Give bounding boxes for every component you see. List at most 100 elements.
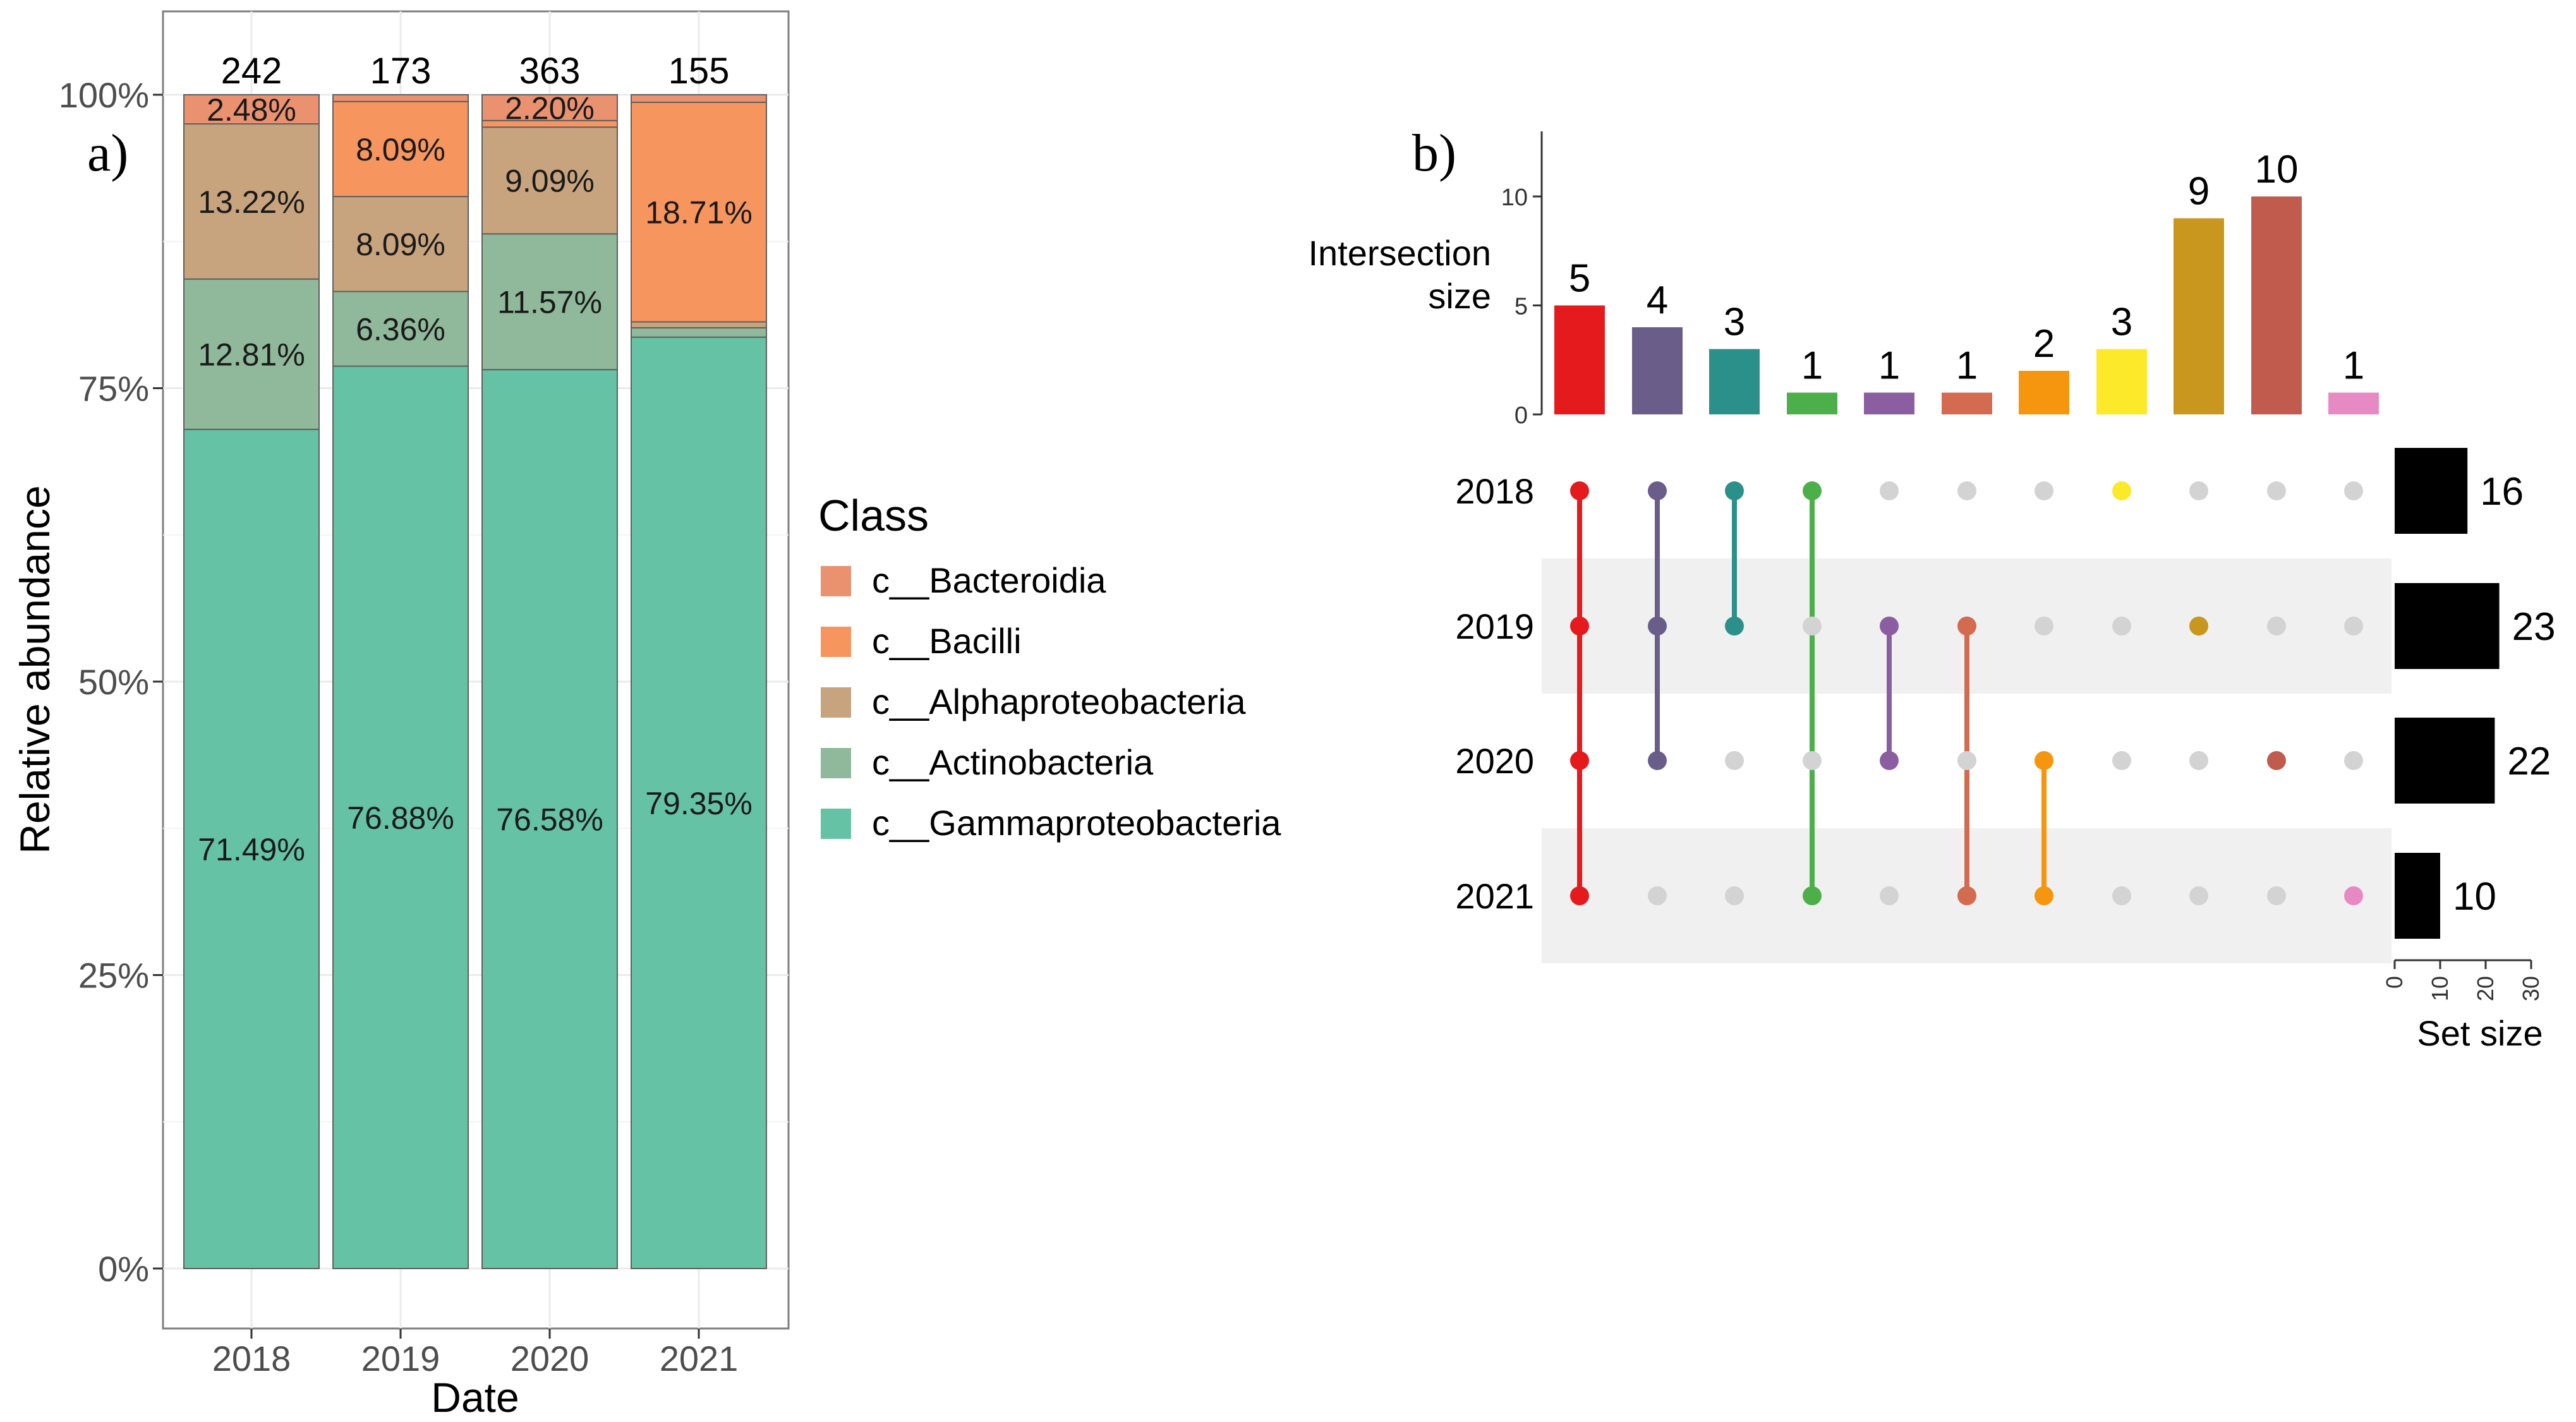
segment-label: 11.57%	[497, 285, 602, 320]
intersection-bar	[1554, 305, 1605, 414]
legend-label: c__Gammaproteobacteria	[872, 803, 1281, 843]
matrix-dot-inactive	[2112, 751, 2131, 770]
segment-label: 8.09%	[356, 227, 445, 262]
y-tick-label: 25%	[78, 956, 149, 996]
y-tick-label: 50%	[78, 662, 149, 702]
intersection-bars: 5 4 3 1 1 1 2 3 9 10 1	[1554, 148, 2379, 414]
matrix-dot-active	[2344, 886, 2363, 905]
intersection-value: 1	[2343, 344, 2364, 388]
matrix-dot-inactive	[1648, 886, 1667, 905]
matrix-dot-active	[2112, 481, 2131, 500]
intersection-bar	[1709, 349, 1760, 414]
legend-label: c__Bacilli	[872, 621, 1022, 661]
total-label: 155	[668, 51, 730, 92]
legend-items: c__Bacteroidia c__Bacilli c__Alphaproteoba…	[819, 560, 1281, 843]
matrix-dot-inactive	[2344, 481, 2363, 500]
intersection-bar	[2174, 218, 2224, 414]
matrix-dot-inactive	[1957, 481, 1976, 500]
bar-segment	[631, 321, 767, 328]
matrix-dot-active	[1803, 886, 1822, 905]
legend-title: Class	[818, 491, 929, 540]
matrix-dot-inactive	[1803, 617, 1822, 636]
segment-labels: 71.49% 12.81% 13.22% 2.48% 76.88% 6.36% 8.09% 8…	[198, 90, 753, 867]
intersection-value: 1	[1956, 344, 1978, 388]
bar-segment	[631, 327, 767, 338]
segment-label: 2.20%	[505, 90, 595, 126]
intersection-value: 1	[1801, 344, 1823, 388]
bar-segment	[183, 94, 320, 125]
matrix-dot-inactive	[2035, 481, 2053, 500]
intersection-bar	[1864, 392, 1914, 414]
stacked-bar-chart: 71.49% 12.81% 13.22% 2.48% 76.88% 6.36% 8.09% 8…	[11, 10, 790, 1421]
matrix-dot-inactive	[2189, 751, 2208, 770]
intersection-tick-label: 10	[1501, 184, 1528, 211]
bar-segment	[183, 123, 320, 280]
set-label: 2021	[1455, 876, 1534, 916]
total-label: 242	[221, 51, 282, 92]
intersection-value: 1	[1878, 344, 1900, 388]
intersection-bar	[1942, 392, 1992, 414]
intersection-size-label-2: size	[1428, 276, 1491, 316]
set-size-tick-label: 30	[2518, 976, 2544, 1001]
total-label: 173	[370, 51, 432, 92]
intersection-bar	[1632, 327, 1683, 414]
matrix-dot-active	[1648, 481, 1667, 500]
x-tick-label: 2019	[361, 1339, 440, 1378]
set-size-value: 22	[2507, 740, 2551, 783]
matrix-dot-inactive	[2267, 481, 2286, 500]
legend-swatch	[819, 747, 852, 780]
set-size-value: 10	[2453, 875, 2496, 919]
bar-segment	[481, 233, 618, 371]
intersection-value: 3	[1724, 301, 1745, 344]
matrix-dot-inactive	[2344, 751, 2363, 770]
x-axis-ticks: 2018 2019 2020 2021	[212, 1329, 739, 1378]
matrix-dot-inactive	[2267, 886, 2286, 905]
intersection-matrix	[1570, 481, 2363, 905]
segment-label: 2.48%	[207, 92, 296, 128]
x-tick-label: 2021	[660, 1339, 739, 1378]
intersection-value: 3	[2111, 301, 2132, 344]
segment-label: 9.09%	[505, 164, 595, 199]
y-tick-label: 0%	[98, 1249, 149, 1289]
y-axis-title: Relative abundance	[11, 485, 58, 853]
bars	[183, 94, 767, 1270]
matrix-dot-active	[2267, 751, 2286, 770]
matrix-dot-active	[1957, 886, 1976, 905]
matrix-dot-active	[1648, 751, 1667, 770]
matrix-dot-inactive	[2189, 886, 2208, 905]
segment-label: 12.81%	[198, 337, 305, 373]
set-label: 2019	[1455, 606, 1534, 646]
set-size-title: Set size	[2417, 1013, 2543, 1053]
set-label: 2020	[1455, 741, 1534, 781]
matrix-dot-inactive	[2035, 617, 2053, 636]
set-size-bars: 16 23 22 10	[2395, 448, 2556, 939]
bar-segment	[631, 101, 767, 323]
matrix-dot-active	[1570, 751, 1589, 770]
intersection-value: 5	[1569, 257, 1590, 301]
matrix-dot-inactive	[1725, 751, 1744, 770]
segment-label: 79.35%	[645, 786, 753, 821]
bar-segment	[183, 278, 320, 430]
set-size-value: 23	[2512, 605, 2556, 649]
x-tick-label: 2020	[511, 1339, 590, 1378]
bar-segment	[332, 196, 469, 292]
panel-label-b: b)	[1412, 124, 1456, 183]
set-labels: 2018 2019 2020 2021	[1455, 471, 1534, 916]
set-size-bar	[2395, 583, 2500, 669]
set-size-bar	[2395, 853, 2440, 939]
matrix-dot-active	[1880, 751, 1899, 770]
segment-label: 18.71%	[645, 195, 753, 231]
panel-label-a: a)	[87, 124, 128, 183]
bar-segment	[481, 369, 618, 1270]
x-axis-title: Date	[431, 1374, 519, 1421]
bar-segment	[631, 94, 767, 103]
matrix-dot-active	[2035, 751, 2053, 770]
matrix-dot-active	[1570, 886, 1589, 905]
bar-segment	[481, 94, 618, 121]
intersection-tick-label: 0	[1515, 402, 1528, 429]
bar-segment	[631, 336, 767, 1269]
matrix-dot-active	[1725, 481, 1744, 500]
matrix-dot-active	[1570, 617, 1589, 636]
matrix-dot-inactive	[2267, 617, 2286, 636]
